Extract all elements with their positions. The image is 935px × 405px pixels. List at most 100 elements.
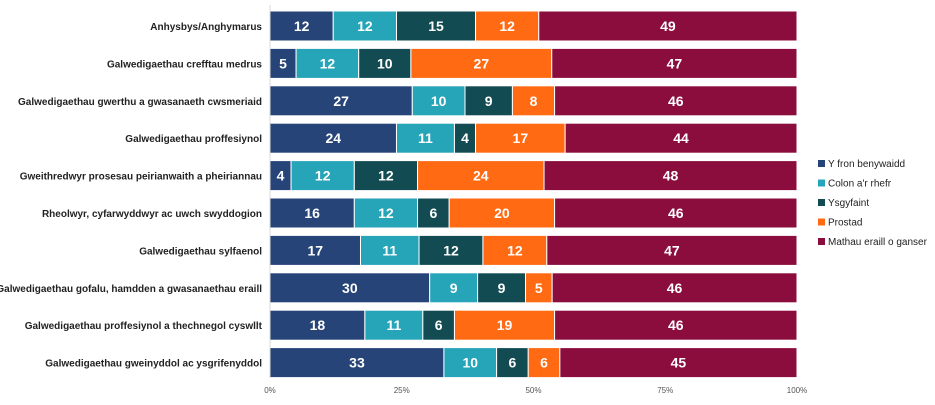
data-label: 12 [320, 55, 336, 71]
data-label: 12 [315, 168, 331, 184]
data-label: 49 [660, 18, 676, 34]
data-label: 8 [530, 93, 538, 109]
data-label: 9 [498, 280, 506, 296]
legend: Y fron benywaidd Colon a'r rhefr Ysgyfaint… [818, 159, 928, 248]
bar-segment [422, 309, 455, 341]
bar-segment [443, 347, 498, 379]
data-label: 27 [474, 55, 490, 71]
data-label: 46 [668, 93, 684, 109]
data-label: 46 [668, 205, 684, 221]
data-label: 5 [279, 55, 287, 71]
data-label: 12 [378, 205, 394, 221]
category-labels: Anhysbys/Anghymarus Galwedigaethau crefft… [0, 22, 263, 370]
bar-segment [482, 234, 548, 266]
bar-segment [269, 234, 361, 266]
bar-segment [359, 234, 420, 266]
legend-swatch [818, 179, 825, 187]
data-label: 18 [310, 317, 326, 333]
data-label: 16 [304, 205, 320, 221]
bar-segment [511, 85, 556, 117]
data-label: 47 [667, 55, 683, 71]
bar-segment [269, 197, 355, 229]
data-label: 6 [429, 205, 437, 221]
x-tick-label: 100% [787, 386, 807, 395]
bar-segment [295, 47, 360, 79]
bar-segment [546, 234, 798, 266]
data-label: 10 [462, 355, 478, 371]
data-label: 48 [663, 168, 679, 184]
x-tick-label: 75% [657, 386, 673, 395]
bar-segment [395, 122, 455, 154]
category-label: Galwedigaethau gwerthu a gwasanaeth cwsm… [18, 97, 262, 108]
category-label: Galwedigaethau crefftau medrus [107, 59, 262, 70]
data-label: 4 [461, 130, 469, 146]
data-label: 12 [357, 18, 373, 34]
legend-label: Mathau eraill o ganser [828, 237, 928, 248]
bar-segment [559, 347, 798, 379]
bar-segment [418, 234, 484, 266]
bar-segment [464, 85, 513, 117]
bar-segment [411, 85, 466, 117]
data-label: 15 [428, 18, 444, 34]
data-label: 12 [499, 18, 515, 34]
data-label: 9 [450, 280, 458, 296]
bar-segment [332, 10, 397, 42]
data-label: 46 [668, 317, 684, 333]
data-label: 9 [485, 93, 493, 109]
bar-segment [554, 197, 798, 229]
data-label: 11 [418, 130, 433, 146]
bar-segment [364, 309, 424, 341]
data-label: 6 [509, 355, 517, 371]
bar-segment [453, 309, 556, 341]
bar-segment [538, 10, 798, 42]
data-label: 17 [513, 130, 529, 146]
x-axis-ticks: 0% 25% 50% 75% 100% [264, 386, 807, 395]
bar-segment [551, 272, 798, 304]
data-label: 6 [540, 355, 548, 371]
legend-label: Prostad [828, 218, 862, 229]
bar-segment [477, 272, 527, 304]
legend-swatch [818, 160, 825, 167]
bar-segment [410, 47, 553, 79]
legend-label: Y fron benywaidd [828, 159, 905, 170]
bar-segment [564, 122, 798, 154]
bar-segment [429, 272, 479, 304]
category-label: Galwedigaethau sylfaenol [139, 246, 262, 257]
legend-swatch [818, 199, 825, 206]
data-label: 46 [667, 280, 683, 296]
data-label: 24 [325, 130, 341, 146]
category-label: Galwedigaethau proffesiynol [125, 134, 262, 145]
data-label: 4 [277, 168, 285, 184]
category-label: Galwedigaethau gweinyddol ac ysgrifenydd… [45, 359, 262, 370]
category-label: Galwedigaethau proffesiynol a thechnegol… [25, 321, 263, 332]
data-label: 11 [386, 317, 401, 333]
data-label: 20 [494, 205, 510, 221]
legend-swatch [818, 218, 825, 226]
bar-segment [395, 10, 477, 42]
bar-segment [554, 85, 798, 117]
bar-segment [358, 47, 412, 79]
x-tick-label: 0% [264, 386, 276, 395]
x-tick-label: 50% [525, 386, 541, 395]
legend-label: Colon a'r rhefr [828, 179, 892, 190]
data-label: 19 [497, 317, 513, 333]
data-label: 12 [294, 18, 310, 34]
data-label: 24 [473, 168, 489, 184]
data-label: 44 [673, 130, 689, 146]
category-label: Gweithredwyr prosesau peirianwaith a phe… [20, 172, 262, 183]
data-label: 10 [377, 55, 393, 71]
data-label: 30 [342, 280, 358, 296]
data-label: 47 [664, 242, 680, 258]
data-label: 12 [378, 168, 394, 184]
category-label: Anhysbys/Anghymarus [150, 22, 262, 33]
data-label: 17 [307, 242, 323, 258]
data-label: 33 [349, 355, 365, 371]
data-label: 6 [435, 317, 443, 333]
bar-segment [417, 197, 450, 229]
data-label: 12 [443, 242, 459, 258]
legend-label: Ysgyfaint [828, 198, 869, 209]
data-label: 27 [333, 93, 349, 109]
bar-segment [448, 197, 556, 229]
data-label: 11 [382, 242, 397, 258]
